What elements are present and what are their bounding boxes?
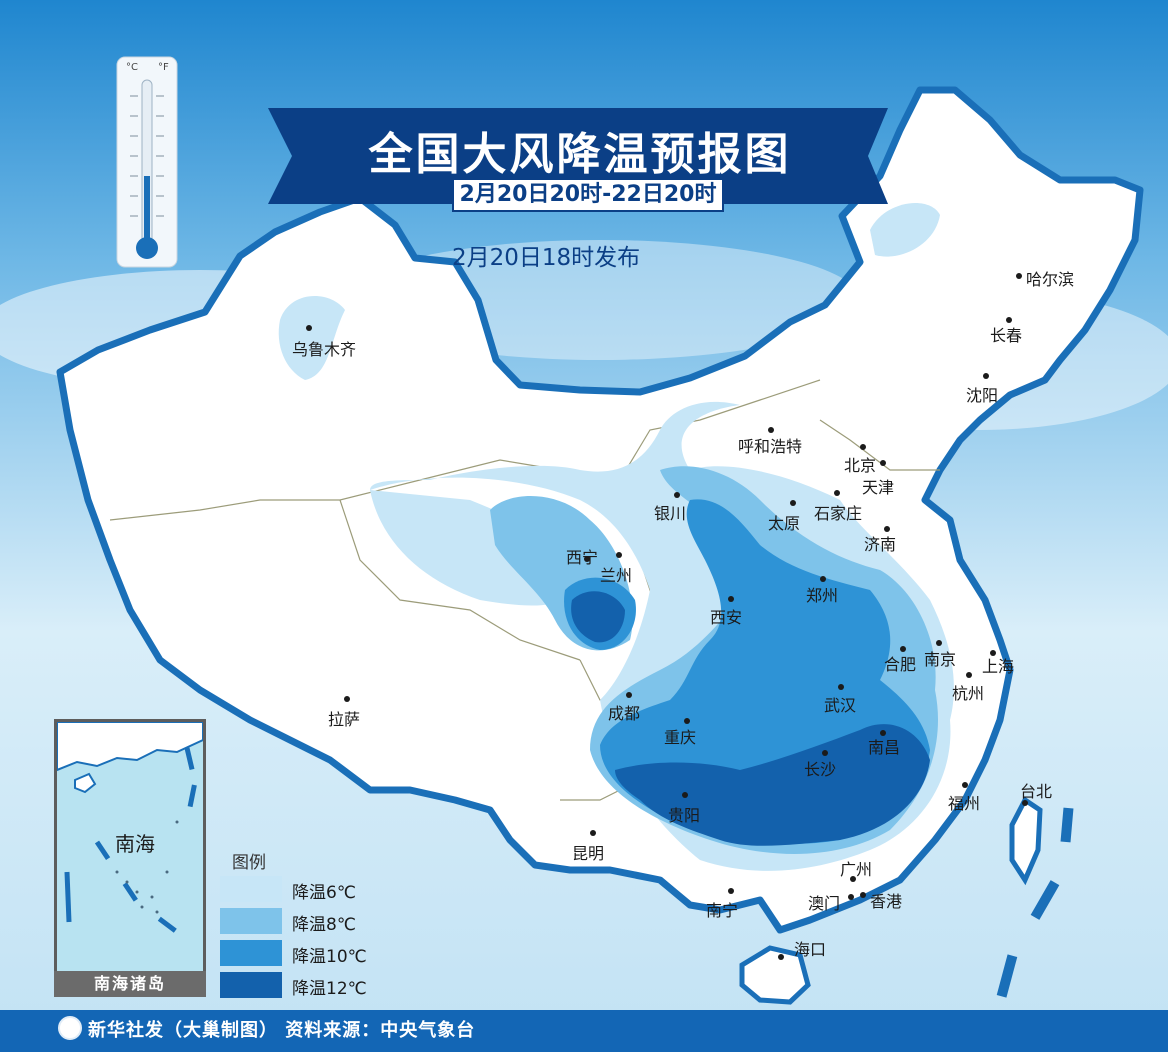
city-label: 沈阳: [966, 386, 999, 405]
city-label: 济南: [864, 535, 897, 554]
legend-title: 图例: [232, 853, 266, 873]
legend-swatch-10c: [220, 940, 282, 966]
city-dot: [962, 782, 968, 788]
city-label: 银川: [654, 504, 687, 523]
city-dot: [860, 444, 866, 450]
city-label: 拉萨: [328, 710, 361, 729]
zone-12c: [571, 591, 930, 846]
city-dot: [880, 730, 886, 736]
map-title: 全国大风降温预报图: [368, 129, 792, 180]
xinhua-logo-icon: [58, 1016, 82, 1040]
legend-label-6c: 降温6℃: [292, 883, 356, 903]
city-dot: [860, 892, 866, 898]
city-label: 武汉: [824, 696, 857, 715]
city-dot: [990, 650, 996, 656]
city-label: 太原: [768, 514, 801, 533]
city-label: 南京: [924, 650, 957, 669]
city-dot: [880, 460, 886, 466]
city-dot: [768, 427, 774, 433]
city-dot: [616, 552, 622, 558]
taiwan-outline: [1009, 796, 1043, 886]
south-china-sea-inset: 南海: [54, 719, 206, 997]
legend-swatch-8c: [220, 908, 282, 934]
city-label: 哈尔滨: [1026, 270, 1075, 289]
city-label: 重庆: [664, 728, 697, 747]
city-dot: [850, 876, 856, 882]
city-dot: [936, 640, 942, 646]
inset-caption: 南海诸岛: [54, 971, 206, 997]
city-dot: [838, 684, 844, 690]
city-label: 杭州: [952, 684, 985, 703]
city-dot: [884, 526, 890, 532]
title-banner: [268, 108, 888, 204]
legend-label-10c: 降温10℃: [292, 947, 367, 967]
city-label: 西安: [710, 608, 743, 627]
city-label: 澳门: [808, 894, 841, 913]
city-label: 广州: [840, 860, 873, 879]
legend-label-8c: 降温8℃: [292, 915, 356, 935]
thermometer-icon: [116, 56, 178, 268]
issue-time: 2月20日18时发布: [452, 245, 641, 271]
city-label: 香港: [870, 892, 903, 911]
hainan-outline: [739, 945, 811, 1005]
city-dot: [728, 888, 734, 894]
city-dot: [834, 490, 840, 496]
city-dot: [344, 696, 350, 702]
city-dot: [674, 492, 680, 498]
city-label: 西宁: [566, 548, 599, 567]
city-label: 郑州: [806, 586, 839, 605]
city-label: 贵阳: [668, 806, 701, 825]
city-dot: [900, 646, 906, 652]
city-label: 上海: [982, 657, 1015, 676]
city-label: 兰州: [600, 566, 633, 585]
city-dot: [1006, 317, 1012, 323]
city-dot: [682, 792, 688, 798]
city-dot: [626, 692, 632, 698]
city-dot: [790, 500, 796, 506]
city-label: 台北: [1020, 782, 1053, 801]
city-dot: [306, 325, 312, 331]
legend-swatch-12c: [220, 972, 282, 998]
city-label: 呼和浩特: [738, 437, 803, 456]
city-dot: [684, 718, 690, 724]
city-label: 天津: [862, 478, 895, 497]
city-label: 长沙: [804, 760, 837, 779]
city-dot: [822, 750, 828, 756]
inset-map: [56, 721, 204, 934]
forecast-period: 2月20日20时-22日20时: [452, 178, 724, 212]
city-dot: [966, 672, 972, 678]
city-dot: [1016, 273, 1022, 279]
thermometer-unit-left: °C: [126, 62, 138, 73]
city-label: 合肥: [884, 655, 917, 674]
thermometer-unit-right: °F: [158, 62, 169, 73]
footer-credit: 新华社发（大巢制图） 资料来源：中央气象台: [88, 1020, 476, 1041]
city-label: 成都: [608, 704, 641, 723]
city-dot: [820, 576, 826, 582]
city-label: 乌鲁木齐: [292, 340, 357, 359]
inset-sea-label: 南海: [115, 832, 155, 856]
legend-label-12c: 降温12℃: [292, 979, 367, 999]
city-dot: [590, 830, 596, 836]
city-dot: [848, 894, 854, 900]
footer-bar: [0, 1010, 1168, 1052]
city-label: 北京: [844, 456, 877, 475]
city-dot: [728, 596, 734, 602]
city-dot: [1022, 800, 1028, 806]
city-label: 昆明: [572, 844, 605, 863]
city-dot: [584, 556, 590, 562]
city-label: 福州: [948, 794, 981, 813]
city-label: 石家庄: [814, 504, 863, 523]
city-label: 海口: [794, 940, 827, 959]
legend-swatch-6c: [220, 876, 282, 902]
city-dot: [778, 954, 784, 960]
city-label: 长春: [990, 326, 1023, 345]
city-dot: [983, 373, 989, 379]
city-label: 南昌: [868, 738, 901, 757]
city-label: 南宁: [706, 901, 739, 920]
